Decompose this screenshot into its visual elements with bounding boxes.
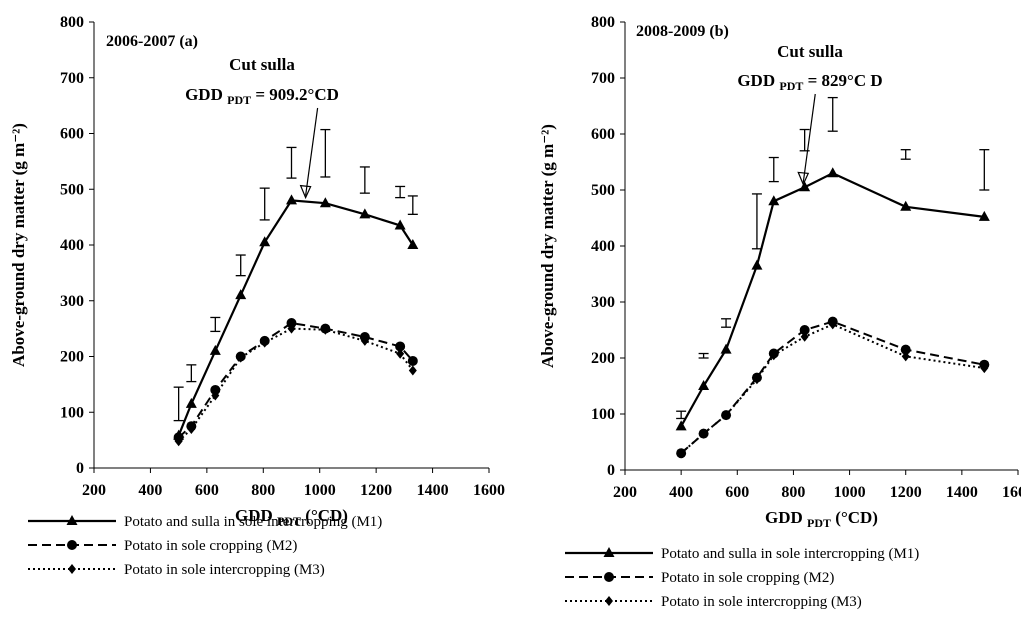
y-tick-label: 0	[607, 462, 615, 479]
x-tick-label: 1600	[473, 482, 505, 499]
y-tick-label: 0	[76, 460, 84, 477]
series-line-3	[179, 329, 413, 442]
x-tick-label: 400	[138, 482, 162, 499]
annotation-label: Cut sulla	[229, 55, 295, 74]
x-tick-label: 600	[725, 484, 749, 501]
data-point-triangle	[676, 420, 687, 430]
x-tick-label: 200	[613, 484, 637, 501]
legend-label: Potato in sole intercropping (M3)	[124, 562, 325, 578]
y-tick-label: 200	[591, 350, 615, 367]
annotation-gdd: GDD PDT = 829°C D	[737, 71, 882, 93]
y-tick-label: 200	[60, 349, 84, 366]
data-point-circle	[408, 356, 418, 366]
y-tick-label: 700	[591, 70, 615, 87]
legend-marker-diamond	[605, 596, 613, 606]
x-tick-label: 800	[781, 484, 805, 501]
y-tick-label: 100	[591, 406, 615, 423]
y-tick-label: 500	[591, 182, 615, 199]
legend-label: Potato in sole intercropping (M3)	[661, 594, 862, 610]
series-line-2	[179, 323, 413, 437]
data-point-triangle	[827, 167, 838, 177]
x-tick-label: 400	[669, 484, 693, 501]
y-tick-label: 400	[60, 237, 84, 254]
y-tick-label: 300	[591, 294, 615, 311]
annotation-gdd: GDD PDT = 909.2°CD	[185, 85, 339, 107]
series-line-1	[681, 173, 984, 426]
data-point-triangle	[235, 289, 246, 299]
legend-label: Potato and sulla in sole intercropping (…	[124, 514, 382, 530]
series-line-3	[681, 324, 984, 453]
y-tick-label: 600	[60, 126, 84, 143]
x-tick-label: 1000	[834, 484, 866, 501]
y-tick-label: 800	[60, 14, 84, 31]
y-tick-label: 300	[60, 293, 84, 310]
panel-b: 0 100 200 300 400 500 600 700 800 200 400 600 800 100…	[538, 14, 1021, 530]
legend-marker-circle	[604, 572, 614, 582]
y-axis-label: Above-ground dry matter (g m⁻²)	[538, 124, 557, 368]
x-tick-label: 800	[251, 482, 275, 499]
annotation-arrow	[306, 108, 318, 196]
x-tick-label: 1600	[1002, 484, 1021, 501]
x-tick-label: 200	[82, 482, 106, 499]
x-tick-label: 1400	[417, 482, 449, 499]
data-point-triangle	[721, 344, 732, 354]
panel-a: 0 100 200 300 400 500 600 700 800 200 400 600 800 100…	[9, 14, 505, 528]
x-tick-label: 1400	[946, 484, 978, 501]
x-tick-label: 1000	[304, 482, 336, 499]
data-point-triangle	[186, 398, 197, 408]
x-axis-label: GDD PDT (°CD)	[765, 508, 878, 530]
y-tick-label: 500	[60, 181, 84, 198]
legend-a: Potato and sulla in sole intercropping (…	[28, 514, 382, 578]
legend-label: Potato in sole cropping (M2)	[124, 538, 297, 554]
y-tick-label: 800	[591, 14, 615, 31]
legend-marker-circle	[67, 540, 77, 550]
annotation-label: Cut sulla	[777, 42, 843, 61]
data-point-triangle	[751, 260, 762, 270]
data-point-triangle	[210, 345, 221, 355]
y-tick-label: 400	[591, 238, 615, 255]
panel-title: 2008-2009 (b)	[636, 23, 729, 40]
x-tick-label: 600	[195, 482, 219, 499]
x-tick-label: 1200	[890, 484, 922, 501]
legend-b: Potato and sulla in sole intercropping (…	[565, 546, 919, 610]
y-tick-label: 100	[60, 404, 84, 421]
data-point-triangle	[286, 194, 297, 204]
legend-label: Potato in sole cropping (M2)	[661, 570, 834, 586]
panel-title: 2006-2007 (a)	[106, 33, 198, 50]
y-tick-label: 700	[60, 70, 84, 87]
x-tick-label: 1200	[360, 482, 392, 499]
series-line-2	[681, 322, 984, 454]
y-tick-label: 600	[591, 126, 615, 143]
legend-label: Potato and sulla in sole intercropping (…	[661, 546, 919, 562]
y-axis-label: Above-ground dry matter (g m⁻²)	[9, 123, 28, 367]
legend-marker-diamond	[68, 564, 76, 574]
